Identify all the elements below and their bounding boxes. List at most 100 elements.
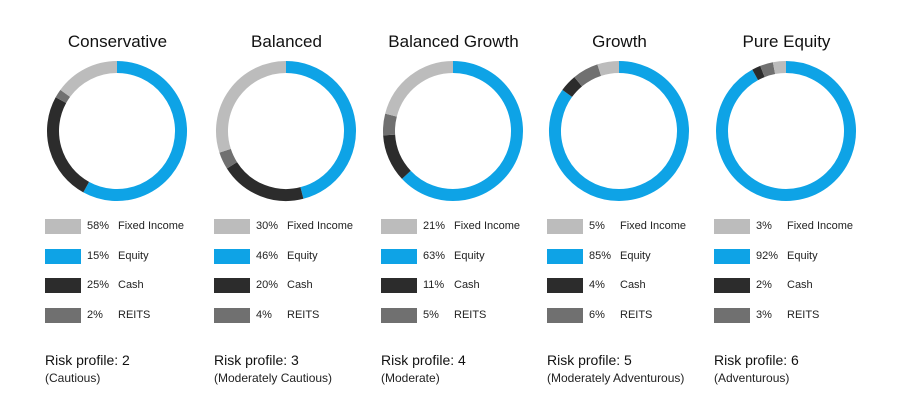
legend-item-cash: 20% Cash — [214, 275, 389, 305]
legend-item-equity: 46% Equity — [214, 246, 389, 276]
donut-segment-cash — [562, 77, 583, 98]
legend: 30% Fixed Income 46% Equity 20% Cash 4% REITS — [214, 216, 389, 334]
donut-chart — [47, 61, 188, 201]
donut-segment-reits — [55, 89, 71, 104]
legend-label: REITS — [454, 308, 487, 321]
legend-swatch — [214, 278, 250, 293]
legend-percent: 30% — [256, 220, 279, 232]
donut-chart — [549, 60, 689, 201]
legend-swatch — [45, 219, 81, 234]
risk-profile: Risk profile: 5 — [547, 352, 632, 368]
legend-label: Fixed Income — [287, 220, 354, 232]
legend-percent: 21% — [423, 220, 446, 232]
legend-label: Cash — [118, 279, 144, 291]
legend-percent: 4% — [256, 308, 272, 321]
legend-item-equity: 15% Equity — [45, 246, 220, 276]
portfolio-conservative: Conservative 58% Fixed Income 15% Equity 25% C… — [45, 0, 213, 417]
legend: 5% Fixed Income 85% Equity 4% Cash 6% REITS — [547, 216, 722, 334]
donut-segment-cash — [752, 65, 765, 81]
legend-percent: 5% — [423, 308, 439, 321]
donut-segment-reits — [383, 113, 397, 136]
legend-percent: 63% — [423, 249, 446, 262]
legend-item-fixed-income: 21% Fixed Income — [381, 216, 556, 246]
legend-swatch — [381, 307, 417, 323]
legend: 3% Fixed Income 92% Equity 2% Cash 3% REITS — [714, 216, 889, 334]
legend-swatch — [381, 278, 417, 293]
legend-percent: 4% — [589, 279, 605, 291]
risk-profile: Risk profile: 4 — [381, 352, 466, 368]
legend-item-cash: 11% Cash — [381, 275, 556, 305]
legend-swatch — [714, 278, 750, 293]
legend-item-equity: 63% Equity — [381, 246, 556, 276]
legend-swatch — [381, 248, 417, 264]
risk-description: (Moderate) — [381, 371, 440, 385]
donut-segment-reits — [760, 62, 776, 78]
risk-description: (Moderately Adventurous) — [547, 371, 685, 385]
legend-swatch — [45, 307, 81, 323]
legend-percent: 25% — [87, 279, 110, 291]
legend-percent: 5% — [589, 220, 605, 232]
donut-segment-equity — [401, 61, 523, 201]
donut-segment-reits — [219, 148, 238, 169]
chart-title: Conservative — [67, 32, 168, 51]
legend-item-reits: 6% REITS — [547, 305, 722, 335]
legend-swatch — [45, 278, 81, 293]
risk-description: (Moderately Cautious) — [214, 371, 333, 385]
legend-percent: 20% — [256, 279, 279, 291]
legend-item-fixed-income: 30% Fixed Income — [214, 216, 389, 246]
legend-label: REITS — [287, 308, 320, 321]
legend-label: Cash — [787, 279, 813, 291]
legend-item-reits: 4% REITS — [214, 305, 389, 335]
legend-percent: 15% — [87, 249, 110, 262]
legend-percent: 92% — [756, 249, 779, 262]
legend-percent: 3% — [756, 220, 772, 232]
legend-percent: 3% — [756, 308, 772, 321]
legend-item-equity: 85% Equity — [547, 246, 722, 276]
legend: 21% Fixed Income 63% Equity 11% Cash 5% REITS — [381, 216, 556, 334]
legend-swatch — [547, 248, 583, 264]
chart-title: Pure Equity — [742, 32, 831, 51]
risk-description: (Cautious) — [45, 371, 101, 385]
legend-label: Fixed Income — [454, 220, 521, 232]
donut-segment-fixed-income — [772, 60, 787, 75]
portfolio-pure-equity: Pure Equity 3% Fixed Income 92% Equity 2% Cash… — [714, 0, 882, 417]
donut-segment-equity — [716, 61, 856, 201]
portfolio-balanced: Balanced 30% Fixed Income 46% Equity 20% Cash 4… — [214, 0, 382, 417]
legend-percent: 6% — [589, 308, 605, 321]
chart-title: Balanced — [251, 32, 322, 51]
portfolio-growth: Growth 5% Fixed Income 85% Equity 4% Cash 6% REI… — [547, 0, 715, 417]
donut-segment-cash — [226, 161, 304, 201]
legend-swatch — [714, 248, 750, 264]
risk-profile: Risk profile: 6 — [714, 352, 799, 368]
donut-segment-equity — [285, 61, 356, 199]
legend-swatch — [547, 278, 583, 293]
legend-item-fixed-income: 5% Fixed Income — [547, 216, 722, 246]
legend-item-equity: 92% Equity — [714, 246, 889, 276]
legend-swatch — [714, 307, 750, 323]
legend-label: Equity — [118, 249, 149, 262]
legend-item-reits: 3% REITS — [714, 305, 889, 335]
legend-percent: 85% — [589, 249, 612, 262]
donut-segment-fixed-income — [60, 61, 118, 98]
donut-chart — [716, 60, 856, 201]
legend-label: REITS — [118, 308, 151, 321]
legend-item-cash: 25% Cash — [45, 275, 220, 305]
donut-segment-reits — [574, 64, 602, 87]
risk-description: (Adventurous) — [714, 371, 790, 385]
risk-profile: Risk profile: 2 — [45, 352, 130, 368]
chart-title: Balanced Growth — [388, 32, 519, 51]
legend-swatch — [45, 248, 81, 264]
legend-label: REITS — [620, 308, 653, 321]
donut-segment-cash — [47, 97, 90, 193]
donut-segment-equity — [549, 61, 689, 201]
donut-segment-equity — [83, 61, 188, 201]
legend-percent: 46% — [256, 249, 279, 262]
legend-label: Equity — [787, 249, 818, 262]
chart-title: Growth — [592, 32, 647, 51]
risk-profile: Risk profile: 3 — [214, 352, 299, 368]
legend-swatch — [214, 219, 250, 234]
legend-label: Fixed Income — [620, 220, 687, 232]
legend-percent: 2% — [87, 308, 103, 321]
legend-label: Fixed Income — [118, 220, 185, 232]
